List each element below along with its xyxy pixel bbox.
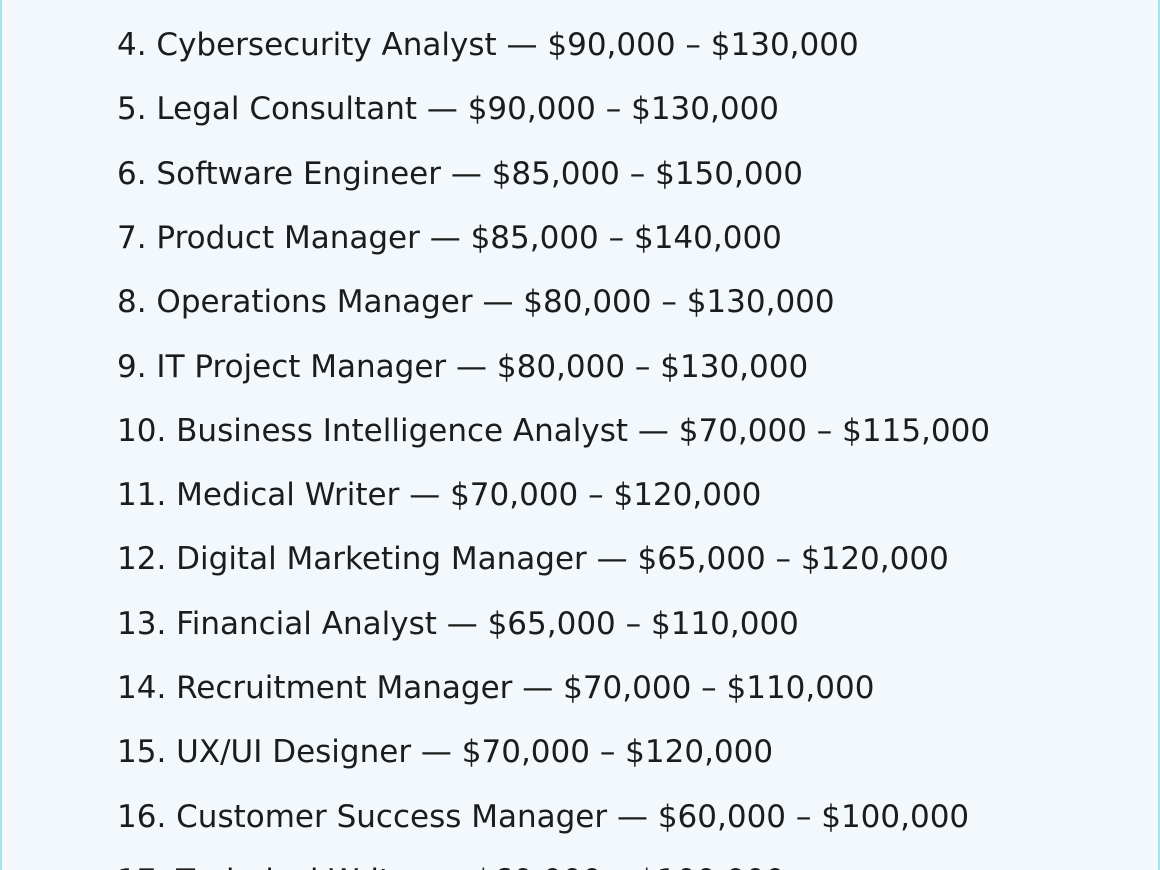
list-item: 17. Technical Writer — $60,000 – $100,00…	[117, 849, 785, 870]
list-item: 5. Legal Consultant — $90,000 – $130,000	[117, 91, 780, 128]
list-item: 11. Medical Writer — $70,000 – $120,000	[117, 477, 762, 514]
list-item: 13. Financial Analyst — $65,000 – $110,0…	[117, 605, 799, 642]
list-item: 8. Operations Manager — $80,000 – $130,0…	[117, 284, 835, 321]
list-item: 16. Customer Success Manager — $60,000 –…	[117, 798, 970, 835]
list-item: 6. Software Engineer — $85,000 – $150,00…	[117, 155, 804, 192]
list-item: 15. UX/UI Designer — $70,000 – $120,000	[117, 734, 774, 771]
list-item: 14. Recruitment Manager — $70,000 – $110…	[117, 670, 875, 706]
list-item: 12. Digital Marketing Manager — $65,000 …	[117, 541, 949, 578]
list-item: 9. IT Project Manager — $80,000 – $130,0…	[117, 348, 809, 385]
list-item: 10. Business Intelligence Analyst — $70,…	[117, 412, 991, 449]
list-item: 4. Cybersecurity Analyst — $90,000 – $13…	[117, 27, 859, 63]
list-item: 7. Product Manager — $85,000 – $140,000	[117, 219, 782, 256]
